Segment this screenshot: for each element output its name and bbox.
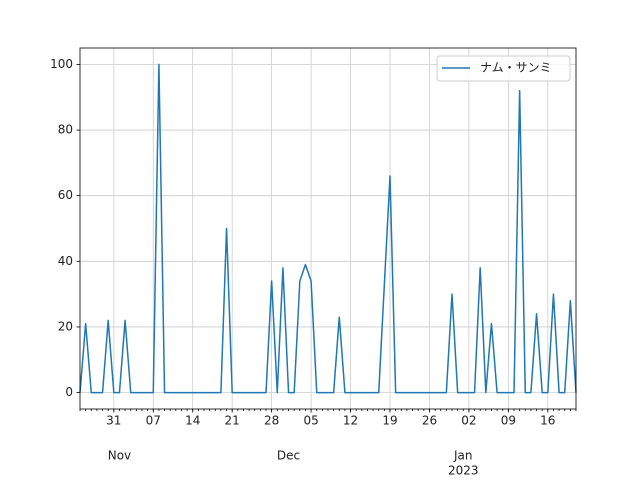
x-tick-label: 21 xyxy=(225,414,240,428)
x-tick-label: 09 xyxy=(501,414,516,428)
data-line xyxy=(79,63,577,394)
x-tick-label: 28 xyxy=(264,414,279,428)
y-tick-label: 20 xyxy=(58,319,73,333)
x-tick-label: 05 xyxy=(303,414,318,428)
y-tick-label: 100 xyxy=(50,57,73,71)
x-tick-label: 02 xyxy=(461,414,476,428)
y-tick-label: 40 xyxy=(58,254,73,268)
x-tick-label: 12 xyxy=(343,414,358,428)
x-tick-label: 26 xyxy=(422,414,437,428)
x-tick-label: 07 xyxy=(146,414,161,428)
y-tick-label: 80 xyxy=(58,123,73,137)
legend-label: ナム・サンミ xyxy=(480,61,552,75)
x-tick-label: 31 xyxy=(106,414,121,428)
x-month-label: Nov xyxy=(108,449,131,463)
y-tick-label: 0 xyxy=(65,385,73,399)
x-tick-label: 19 xyxy=(382,414,397,428)
y-tick-label: 60 xyxy=(58,188,73,202)
x-tick-label: 14 xyxy=(185,414,200,428)
x-tick-label: 16 xyxy=(540,414,555,428)
x-month-label: 2023 xyxy=(448,464,479,478)
x-month-label: Dec xyxy=(277,449,300,463)
legend-box xyxy=(436,55,571,82)
plot-frame xyxy=(79,47,577,410)
x-month-label: Jan xyxy=(453,449,473,463)
